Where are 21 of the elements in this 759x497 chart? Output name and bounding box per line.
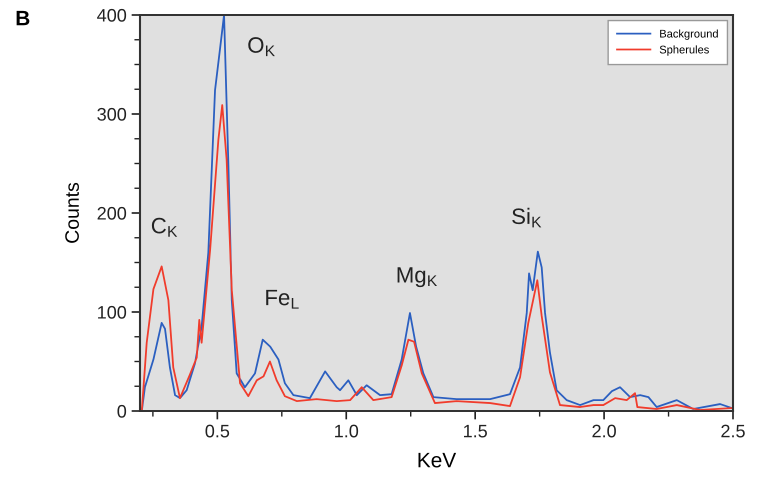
text: B [16, 10, 30, 26]
annotation: Fe$_{L}$ [266, 290, 299, 309]
y-tick-label: 200 [98, 206, 126, 220]
y-tick-label: 400 [97, 8, 126, 22]
x-tick-label: 2.5 [721, 424, 745, 438]
x-axis-title: KeV [418, 452, 456, 468]
x-tick-label: 2.0 [592, 424, 616, 438]
line-series [140, 15, 733, 411]
y-tick-label: 300 [97, 108, 126, 121]
legend-label: Spherules [660, 45, 709, 56]
y-axis-title: Counts [65, 182, 79, 243]
annotation: Mg$_{K}$ [398, 267, 438, 288]
annotation: C$_{K}$ [152, 218, 178, 237]
x-tick-label: 0.5 [206, 424, 230, 438]
annotation: Si$_{K}$ [512, 208, 542, 228]
x-tick-label: 1.0 [335, 424, 358, 438]
legend-label: Background [660, 29, 718, 40]
y-tick-label: 100 [98, 306, 126, 319]
x-tick-label: 1.5 [464, 424, 487, 438]
y-tick-label: 0 [117, 404, 126, 418]
annotation: O$_{K}$ [248, 37, 275, 56]
